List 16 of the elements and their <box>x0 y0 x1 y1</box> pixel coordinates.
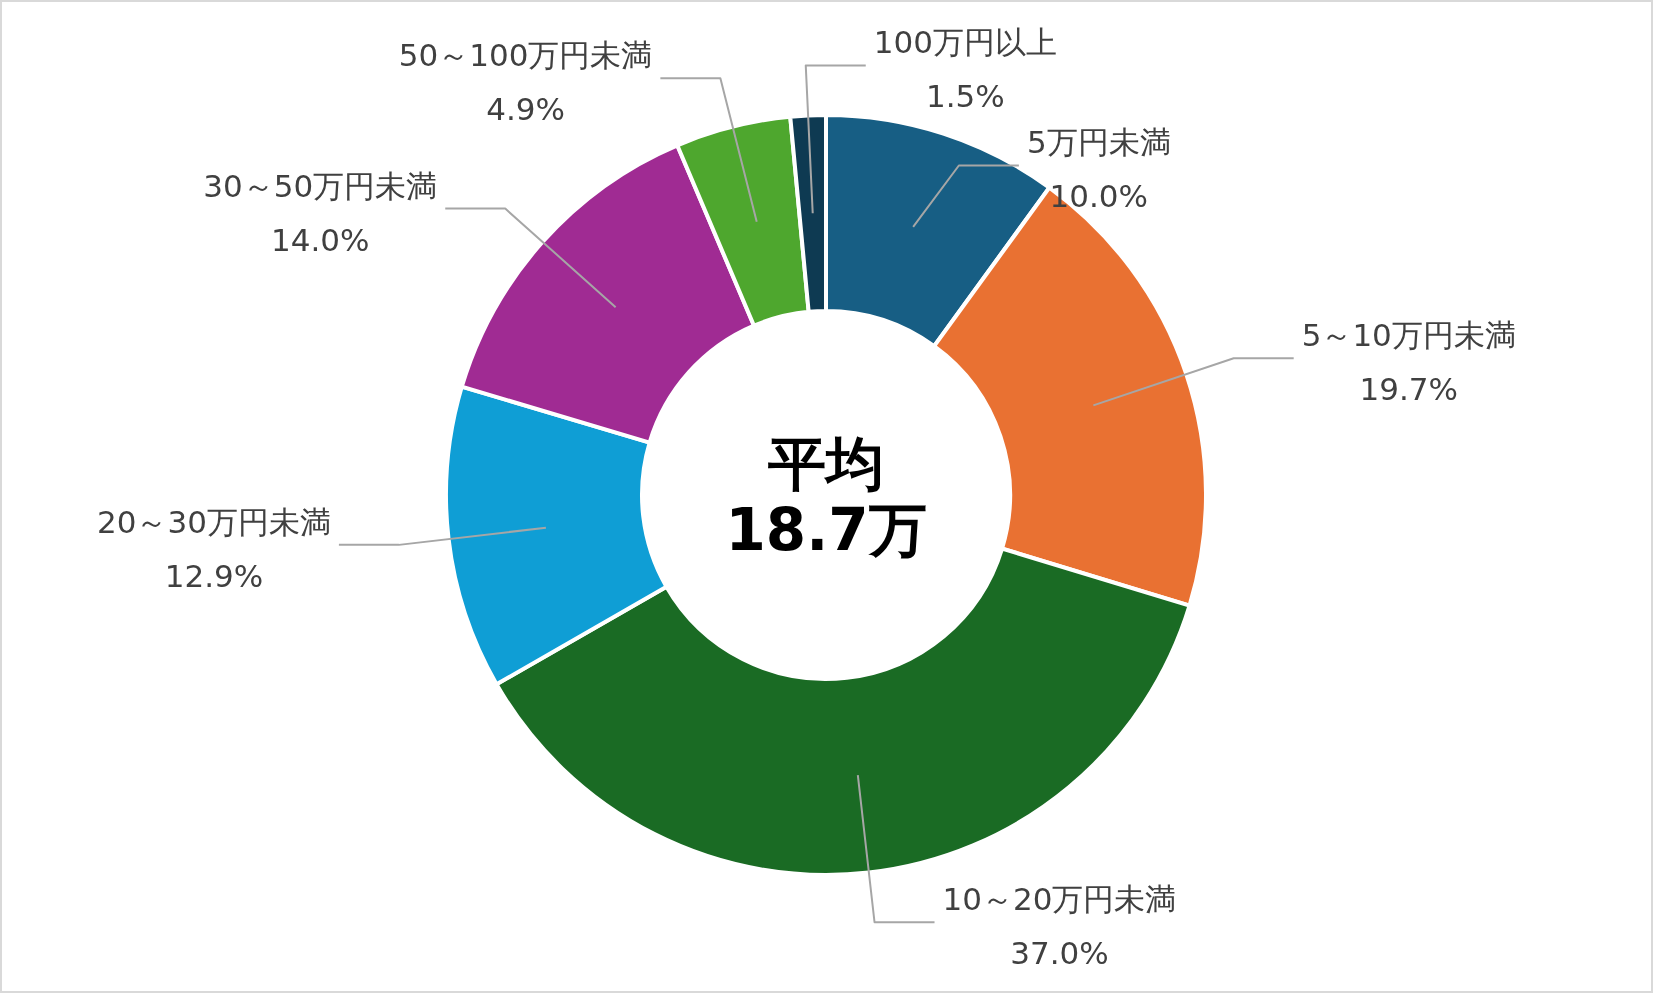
data-label: 4.9% <box>486 91 565 128</box>
data-label: 19.7% <box>1359 371 1459 408</box>
data-label: 10.0% <box>1049 178 1148 215</box>
text: 18.7万 <box>725 496 927 564</box>
slice-label: 20～30万円未満 <box>97 503 331 540</box>
slice-label: 5万円未満 <box>1026 124 1171 161</box>
slice-label: 30～50万円未満 <box>203 167 438 204</box>
data-label: 14.0% <box>271 221 370 258</box>
slice-label: 10～20万円未満 <box>942 881 1177 918</box>
data-label: 1.5% <box>925 78 1005 115</box>
slice-label: 5～10万円未満 <box>1301 317 1516 354</box>
slice-label: 100万円以上 <box>873 24 1057 61</box>
data-label: 12.9% <box>164 557 264 594</box>
text: 平均 <box>767 430 884 498</box>
slice-label: 50～100万円未満 <box>398 37 653 74</box>
data-label: 37.0% <box>1010 935 1109 972</box>
